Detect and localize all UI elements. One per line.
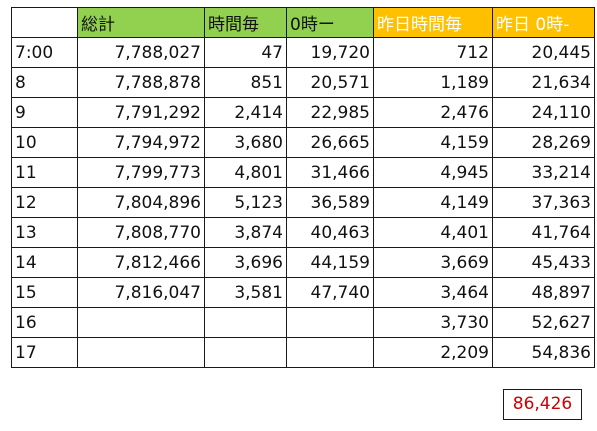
- cell-yesterday-hourly: 4,945: [373, 157, 493, 188]
- row-label: 17: [11, 337, 78, 368]
- cell-total: 7,808,770: [77, 217, 205, 248]
- row-label: 13: [11, 217, 78, 248]
- table-row: 12 7,804,896 5,123 36,589 4,149 37,363: [11, 187, 595, 218]
- cell-yesterday-since-midnight: 33,214: [492, 157, 595, 188]
- cell-hourly: [204, 337, 287, 368]
- table-row: 11 7,799,773 4,801 31,466 4,945 33,214: [11, 157, 595, 188]
- table-row: 15 7,816,047 3,581 47,740 3,464 48,897: [11, 277, 595, 308]
- cell-since-midnight: 40,463: [286, 217, 374, 248]
- cell-since-midnight: [286, 337, 374, 368]
- cell-total: [77, 307, 205, 338]
- cell-total: [77, 337, 205, 368]
- row-label: 7:00: [11, 37, 78, 68]
- cell-yesterday-hourly: 3,730: [373, 307, 493, 338]
- cell-hourly: 3,581: [204, 277, 287, 308]
- cell-total: 7,816,047: [77, 277, 205, 308]
- cell-since-midnight: 47,740: [286, 277, 374, 308]
- table-row: 16 3,730 52,627: [11, 307, 595, 338]
- table-row: 8 7,788,878 851 20,571 1,189 21,634: [11, 67, 595, 98]
- cell-hourly: 5,123: [204, 187, 287, 218]
- cell-hourly: 3,696: [204, 247, 287, 278]
- cell-since-midnight: 31,466: [286, 157, 374, 188]
- cell-hourly: 851: [204, 67, 287, 98]
- row-label: 11: [11, 157, 78, 188]
- header-yesterday-hourly: 昨日時間毎: [373, 7, 493, 38]
- table-row: 14 7,812,466 3,696 44,159 3,669 45,433: [11, 247, 595, 278]
- cell-yesterday-hourly: 4,159: [373, 127, 493, 158]
- cell-hourly: 2,414: [204, 97, 287, 128]
- cell-total: 7,791,292: [77, 97, 205, 128]
- cell-yesterday-hourly: 4,401: [373, 217, 493, 248]
- cell-yesterday-since-midnight: 45,433: [492, 247, 595, 278]
- cell-hourly: 3,874: [204, 217, 287, 248]
- header-row: 総計 時間毎 0時ー 昨日時間毎 昨日 0時-: [11, 7, 595, 38]
- data-table: 総計 時間毎 0時ー 昨日時間毎 昨日 0時- 7:00 7,788,027 47 1…: [11, 7, 595, 368]
- row-label: 10: [11, 127, 78, 158]
- row-label: 9: [11, 97, 78, 128]
- cell-yesterday-hourly: 3,464: [373, 277, 493, 308]
- total-value: 86,426: [503, 389, 582, 420]
- cell-yesterday-hourly: 1,189: [373, 67, 493, 98]
- cell-total: 7,794,972: [77, 127, 205, 158]
- cell-since-midnight: 44,159: [286, 247, 374, 278]
- cell-yesterday-hourly: 3,669: [373, 247, 493, 278]
- cell-hourly: [204, 307, 287, 338]
- cell-yesterday-hourly: 2,209: [373, 337, 493, 368]
- cell-since-midnight: [286, 307, 374, 338]
- table-row: 13 7,808,770 3,874 40,463 4,401 41,764: [11, 217, 595, 248]
- cell-total: 7,788,878: [77, 67, 205, 98]
- header-since-midnight: 0時ー: [286, 7, 374, 38]
- table-row: 17 2,209 54,836: [11, 337, 595, 368]
- cell-yesterday-since-midnight: 48,897: [492, 277, 595, 308]
- cell-total: 7,788,027: [77, 37, 205, 68]
- row-label: 14: [11, 247, 78, 278]
- cell-yesterday-since-midnight: 37,363: [492, 187, 595, 218]
- cell-yesterday-hourly: 712: [373, 37, 493, 68]
- cell-yesterday-hourly: 2,476: [373, 97, 493, 128]
- cell-since-midnight: 20,571: [286, 67, 374, 98]
- cell-yesterday-since-midnight: 54,836: [492, 337, 595, 368]
- cell-since-midnight: 19,720: [286, 37, 374, 68]
- cell-since-midnight: 22,985: [286, 97, 374, 128]
- table-body: 総計 時間毎 0時ー 昨日時間毎 昨日 0時- 7:00 7,788,027 47 1…: [11, 7, 595, 368]
- cell-yesterday-since-midnight: 24,110: [492, 97, 595, 128]
- row-label: 16: [11, 307, 78, 338]
- cell-total: 7,799,773: [77, 157, 205, 188]
- cell-yesterday-since-midnight: 52,627: [492, 307, 595, 338]
- table-row: 9 7,791,292 2,414 22,985 2,476 24,110: [11, 97, 595, 128]
- cell-yesterday-since-midnight: 20,445: [492, 37, 595, 68]
- header-hourly: 時間毎: [204, 7, 287, 38]
- table-row: 7:00 7,788,027 47 19,720 712 20,445: [11, 37, 595, 68]
- cell-hourly: 4,801: [204, 157, 287, 188]
- header-yesterday-since-midnight: 昨日 0時-: [492, 7, 595, 38]
- cell-since-midnight: 26,665: [286, 127, 374, 158]
- table-row: 10 7,794,972 3,680 26,665 4,159 28,269: [11, 127, 595, 158]
- cell-total: 7,812,466: [77, 247, 205, 278]
- cell-yesterday-since-midnight: 21,634: [492, 67, 595, 98]
- row-label: 15: [11, 277, 78, 308]
- cell-hourly: 3,680: [204, 127, 287, 158]
- cell-yesterday-since-midnight: 41,764: [492, 217, 595, 248]
- row-label: 8: [11, 67, 78, 98]
- cell-hourly: 47: [204, 37, 287, 68]
- cell-since-midnight: 36,589: [286, 187, 374, 218]
- cell-yesterday-since-midnight: 28,269: [492, 127, 595, 158]
- corner-cell: [11, 7, 78, 38]
- header-total: 総計: [77, 7, 205, 38]
- cell-total: 7,804,896: [77, 187, 205, 218]
- row-label: 12: [11, 187, 78, 218]
- cell-yesterday-hourly: 4,149: [373, 187, 493, 218]
